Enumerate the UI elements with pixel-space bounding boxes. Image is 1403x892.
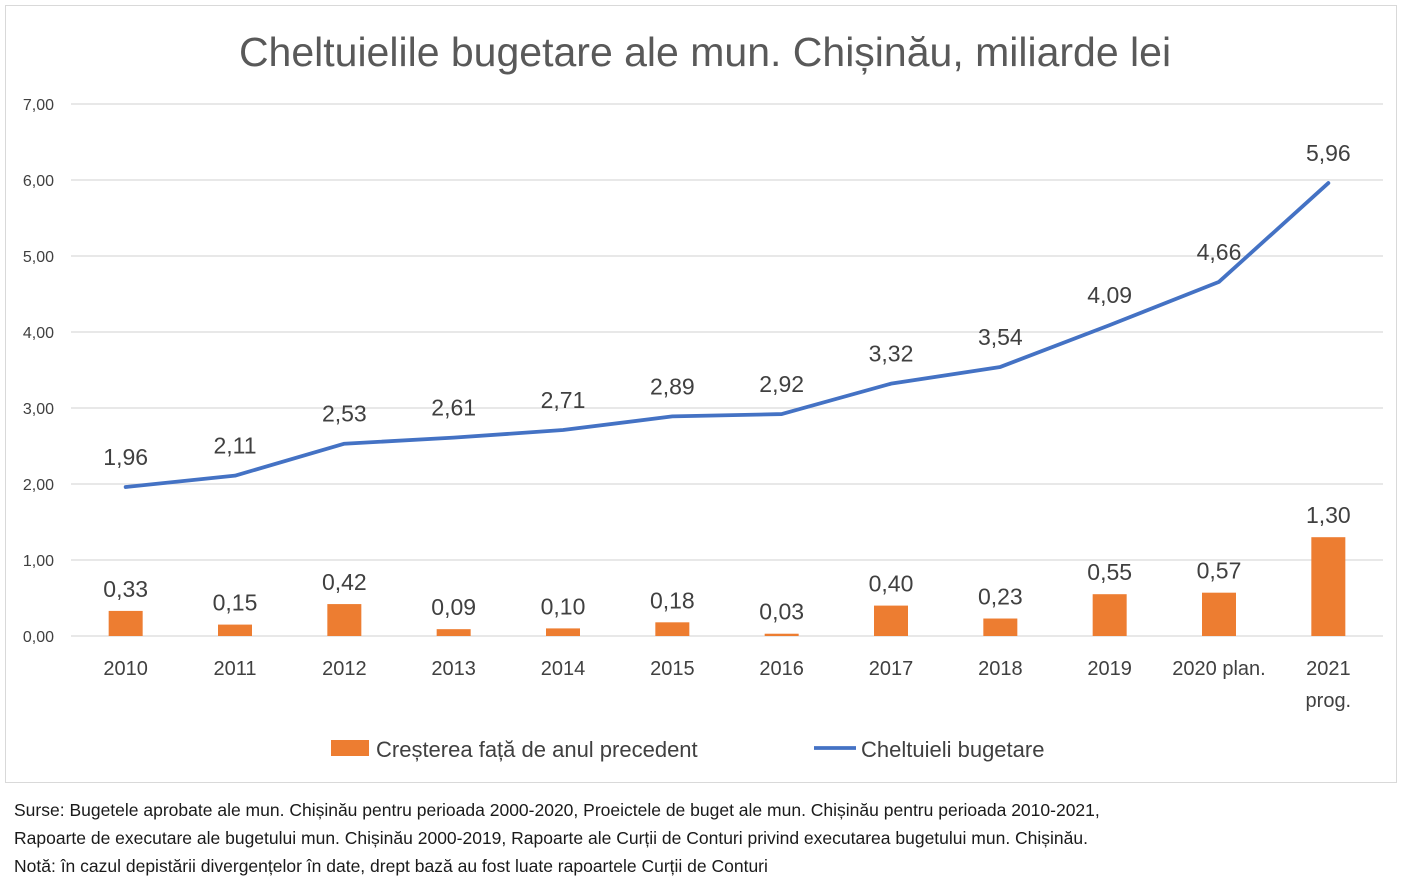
x-tick-label: 2012: [322, 658, 367, 680]
y-tick-label: 3,00: [23, 401, 54, 418]
chart-area: Cheltuielile bugetare ale mun. Chișinău,…: [5, 5, 1397, 783]
bar: [655, 622, 690, 636]
series-line: [123, 181, 1331, 489]
bar-data-label: 0,40: [869, 571, 914, 597]
x-tick-label: 2011: [213, 658, 256, 680]
x-tick-label: 2013: [431, 658, 476, 680]
line-data-label: 2,71: [541, 387, 586, 413]
y-tick-label: 0,00: [23, 629, 54, 646]
bar-data-label: 0,57: [1197, 558, 1242, 584]
bar: [108, 610, 143, 636]
data-labels: 0,33 0,15 0,42 0,09 0,10 0,18 0,03 0,40 0,23 0,55…: [103, 140, 1350, 625]
bar: [1202, 592, 1236, 636]
bar-data-label: 0,23: [978, 584, 1023, 610]
x-tick-label: 2019: [1087, 658, 1132, 680]
x-tick-label: 2021: [1306, 658, 1351, 680]
line-data-label: 2,53: [322, 401, 367, 427]
line-data-label: 4,09: [1087, 282, 1132, 308]
y-tick-label: 7,00: [23, 97, 54, 114]
y-tick-label: 6,00: [23, 173, 54, 190]
bar-data-label: 0,03: [759, 599, 804, 625]
line-data-label: 2,11: [213, 433, 256, 459]
x-tick-label: prog.: [1306, 690, 1352, 712]
bar-data-label: 0,09: [431, 594, 476, 620]
bar: [546, 628, 580, 636]
y-axis-labels: 0,00 1,00 2,00 3,00 4,00 5,00 6,00 7,00: [23, 97, 54, 646]
x-tick-label: 2016: [759, 658, 804, 680]
line-series: [123, 181, 1331, 489]
bar-data-label: 0,33: [103, 576, 148, 602]
x-tick-label: 2020 plan.: [1172, 658, 1265, 680]
legend: Creșterea față de anul precedent Cheltuie…: [331, 737, 1044, 762]
bar-data-label: 0,18: [650, 587, 695, 613]
bar-series: [108, 537, 1346, 636]
line-data-label: 4,66: [1197, 239, 1242, 265]
chart-svg: Cheltuielile bugetare ale mun. Chișinău,…: [23, 29, 1383, 762]
bar-data-label: 1,30: [1306, 502, 1351, 528]
chart-title: Cheltuielile bugetare ale mun. Chișinău,…: [239, 29, 1171, 75]
bar-data-label: 0,55: [1087, 559, 1132, 585]
x-tick-label: 2018: [978, 658, 1023, 680]
x-tick-label: 2010: [103, 658, 148, 680]
bar: [436, 629, 471, 636]
gridlines: [71, 103, 1383, 637]
x-tick-label: 2015: [650, 658, 695, 680]
y-tick-label: 5,00: [23, 249, 54, 266]
x-tick-label: 2014: [541, 658, 586, 680]
line-data-label: 5,96: [1306, 140, 1351, 166]
line-data-label: 1,96: [103, 444, 148, 470]
bar-data-label: 0,15: [213, 590, 258, 616]
line-data-label: 3,32: [869, 341, 914, 367]
x-axis-labels: 2010 2011 2012 2013 2014 2015 2016 2017 2018 2019…: [103, 658, 1351, 712]
bar: [1092, 594, 1127, 636]
y-tick-label: 1,00: [23, 553, 54, 570]
legend-line-label: Cheltuieli bugetare: [861, 737, 1044, 762]
bar: [874, 605, 908, 636]
bar: [218, 624, 252, 636]
bar: [1311, 537, 1346, 636]
legend-bar-label: Creșterea față de anul precedent: [376, 737, 698, 762]
source-notes: Surse: Bugetele aprobate ale mun. Chișin…: [14, 796, 1394, 880]
line-data-label: 2,89: [650, 373, 695, 399]
line-data-label: 2,61: [431, 395, 476, 421]
y-tick-label: 4,00: [23, 325, 54, 342]
bar: [983, 618, 1018, 636]
bar: [764, 633, 799, 636]
bar-data-label: 0,42: [322, 569, 367, 595]
sources-line-2: Rapoarte de executare ale bugetului mun.…: [14, 828, 1088, 848]
line-data-label: 3,54: [978, 324, 1023, 350]
bar: [327, 604, 362, 636]
bar-data-label: 0,10: [541, 593, 586, 619]
y-tick-label: 2,00: [23, 477, 54, 494]
legend-bar-swatch: [331, 740, 369, 756]
sources-line-1: Surse: Bugetele aprobate ale mun. Chișin…: [14, 800, 1100, 820]
x-tick-label: 2017: [869, 658, 914, 680]
line-data-label: 2,92: [759, 371, 804, 397]
note-line: Notă: în cazul depistării divergențelor …: [14, 856, 768, 876]
